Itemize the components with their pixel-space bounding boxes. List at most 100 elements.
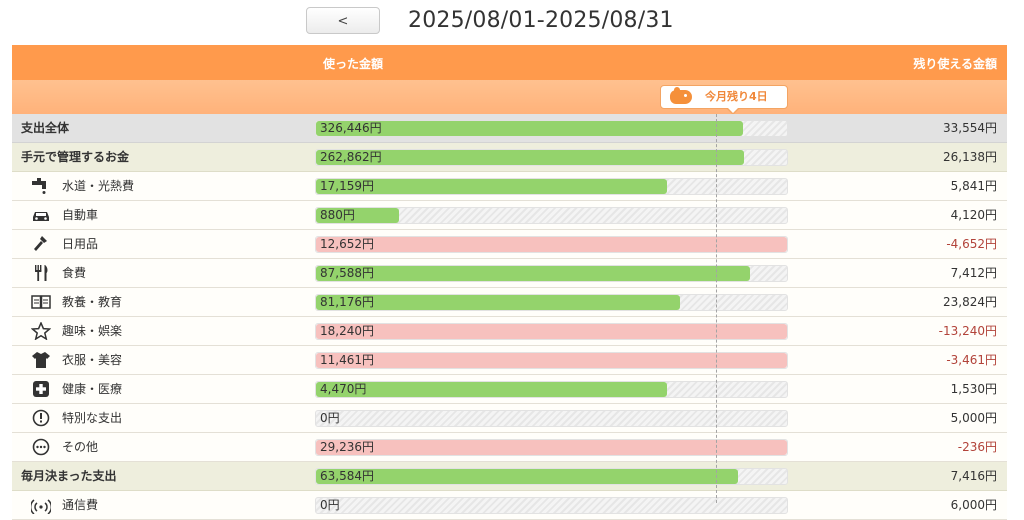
- category-row[interactable]: その他 29,236円 -236円: [12, 433, 1007, 462]
- medical-cross-icon: [31, 380, 51, 398]
- category-row[interactable]: 日用品 12,652円 -4,652円: [12, 230, 1007, 259]
- budget-progress-bar: 17,159円: [315, 178, 788, 195]
- budget-progress-bar: 326,446円: [315, 120, 788, 137]
- car-icon: [31, 206, 51, 224]
- remaining-amount: 4,120円: [950, 208, 997, 222]
- budget-rows: 支出全体 326,446円 33,554円手元で管理するお金 262,862円 26,1…: [12, 114, 1007, 520]
- used-amount-header: 使った金額: [323, 57, 384, 71]
- row-label: 手元で管理するお金: [21, 150, 130, 164]
- remaining-amount: -3,461円: [946, 353, 997, 367]
- budget-progress-bar: 0円: [315, 410, 788, 427]
- budget-progress-bar: 880円: [315, 207, 788, 224]
- row-label: 健康・医療: [62, 382, 123, 396]
- today-marker-line: [716, 114, 717, 503]
- budget-progress-fill: [316, 179, 668, 194]
- budget-progress-bar: 63,584円: [315, 468, 788, 485]
- badge-pointer: [727, 108, 739, 115]
- used-amount: 0円: [320, 411, 340, 425]
- remaining-amount: 7,412円: [950, 266, 997, 280]
- remaining-amount: -4,652円: [946, 237, 997, 251]
- row-label: 日用品: [62, 237, 99, 251]
- category-row[interactable]: 水道・光熱費 17,159円 5,841円: [12, 172, 1007, 201]
- book-icon: [31, 293, 51, 311]
- used-amount: 12,652円: [320, 237, 374, 251]
- faucet-icon: [31, 177, 51, 195]
- used-amount: 63,584円: [320, 469, 374, 483]
- budget-progress-bar: 12,652円: [315, 236, 788, 253]
- remaining-amount: 26,138円: [943, 150, 997, 164]
- budget-progress-bar: 4,470円: [315, 381, 788, 398]
- row-label: 水道・光熱費: [62, 179, 135, 193]
- progress-header: 今月残り4日: [12, 80, 1007, 115]
- budget-progress-bar: 87,588円: [315, 265, 788, 282]
- budget-progress-fill: [316, 382, 667, 397]
- row-label: 通信費: [62, 498, 99, 512]
- row-label: 支出全体: [21, 121, 70, 135]
- budget-progress-bar: 29,236円: [315, 439, 788, 456]
- category-row[interactable]: 趣味・娯楽 18,240円 -13,240円: [12, 317, 1007, 346]
- used-amount: 18,240円: [320, 324, 374, 338]
- budget-progress-fill: [316, 353, 787, 368]
- previous-period-button[interactable]: <: [306, 7, 380, 34]
- category-row[interactable]: 衣服・美容 11,461円 -3,461円: [12, 346, 1007, 375]
- exclamation-circle-icon: [31, 409, 51, 427]
- budget-progress-fill: [316, 266, 751, 281]
- used-amount: 880円: [320, 208, 355, 222]
- used-amount: 326,446円: [320, 121, 382, 135]
- row-label: 毎月決まった支出: [21, 469, 117, 483]
- budget-progress-fill: [316, 440, 787, 455]
- row-label: 趣味・娯楽: [62, 324, 123, 338]
- category-row[interactable]: 通信費 0円 6,000円: [12, 491, 1007, 520]
- used-amount: 81,176円: [320, 295, 374, 309]
- budget-progress-bar: 11,461円: [315, 352, 788, 369]
- table-header: 使った金額 残り使える金額: [12, 45, 1007, 80]
- category-row[interactable]: 食費 87,588円 7,412円: [12, 259, 1007, 288]
- budget-progress-fill: [316, 121, 744, 136]
- row-label: 自動車: [62, 208, 99, 222]
- budget-progress-bar: 262,862円: [315, 149, 788, 166]
- row-label: 特別な支出: [62, 411, 123, 425]
- category-row[interactable]: 健康・医療 4,470円 1,530円: [12, 375, 1007, 404]
- remaining-amount-header: 残り使える金額: [913, 57, 997, 71]
- used-amount: 87,588円: [320, 266, 374, 280]
- signal-icon: [31, 496, 51, 514]
- budget-progress-fill: [316, 469, 738, 484]
- piggy-bank-icon: [670, 87, 692, 104]
- total-spending-row[interactable]: 支出全体 326,446円 33,554円: [12, 114, 1007, 143]
- period-navigation: < 2025/08/01-2025/08/31: [0, 0, 1024, 44]
- remaining-amount: 6,000円: [950, 498, 997, 512]
- row-label: 衣服・美容: [62, 353, 123, 367]
- remaining-amount: 5,841円: [950, 179, 997, 193]
- ellipsis-circle-icon: [31, 438, 51, 456]
- shirt-icon: [31, 351, 51, 369]
- remaining-amount: 5,000円: [950, 411, 997, 425]
- used-amount: 4,470円: [320, 382, 367, 396]
- used-amount: 262,862円: [320, 150, 382, 164]
- category-row[interactable]: 自動車 880円 4,120円: [12, 201, 1007, 230]
- group-row[interactable]: 毎月決まった支出 63,584円 7,416円: [12, 462, 1007, 491]
- row-label: その他: [62, 440, 99, 454]
- budget-progress-fill: [316, 295, 681, 310]
- group-row[interactable]: 手元で管理するお金 262,862円 26,138円: [12, 143, 1007, 172]
- category-row[interactable]: 教養・教育 81,176円 23,824円: [12, 288, 1007, 317]
- category-row[interactable]: 特別な支出 0円 5,000円: [12, 404, 1007, 433]
- star-icon: [31, 322, 51, 340]
- remaining-amount: 23,824円: [943, 295, 997, 309]
- remaining-amount: 33,554円: [943, 121, 997, 135]
- remaining-amount: 1,530円: [950, 382, 997, 396]
- used-amount: 11,461円: [320, 353, 374, 367]
- row-label: 食費: [62, 266, 87, 280]
- row-label: 教養・教育: [62, 295, 123, 309]
- fork-knife-icon: [31, 264, 51, 282]
- budget-progress-fill: [316, 324, 787, 339]
- used-amount: 0円: [320, 498, 340, 512]
- remaining-amount: 7,416円: [950, 469, 997, 483]
- budget-progress-fill: [316, 237, 787, 252]
- budget-progress-fill: [316, 208, 399, 223]
- remaining-amount: -13,240円: [938, 324, 997, 338]
- budget-table: 使った金額 残り使える金額 今月残り4日 支出全体 326,446円 33,554円…: [12, 45, 1007, 520]
- remaining-amount: -236円: [957, 440, 997, 454]
- used-amount: 29,236円: [320, 440, 374, 454]
- used-amount: 17,159円: [320, 179, 374, 193]
- budget-progress-bar: 81,176円: [315, 294, 788, 311]
